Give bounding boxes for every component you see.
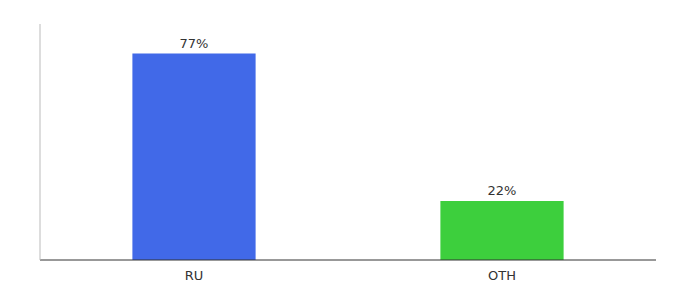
data-label: 22% (488, 183, 517, 198)
chart-svg: RU OTH 77% 22% (0, 0, 680, 300)
chart-container: RU OTH 77% 22% (0, 0, 680, 300)
x-tick-label: RU (185, 268, 204, 283)
y-axis-line (40, 24, 41, 260)
x-tick-label: OTH (488, 268, 516, 283)
bar (440, 201, 563, 260)
bar (132, 54, 255, 261)
bars (132, 54, 563, 261)
page: {"chart_data": {"type": "bar", "categori… (0, 0, 680, 300)
x-axis-line (40, 260, 656, 261)
data-label: 77% (180, 36, 209, 51)
